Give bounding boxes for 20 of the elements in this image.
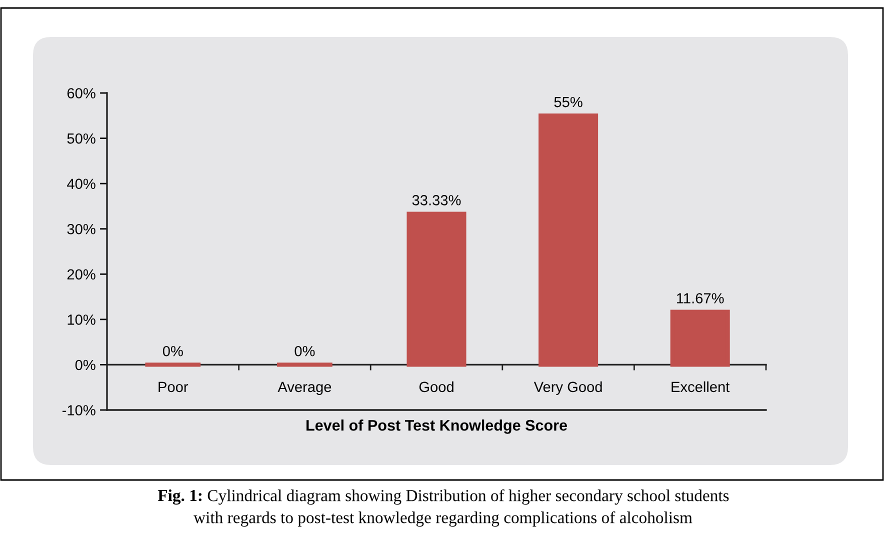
x-tick-label: Very Good	[534, 381, 602, 395]
caption: Fig. 1: Cylindrical diagram showing Distribution of higher secondary school students with regards to post-test knowledge regarding complications of alcoholism	[158, 489, 729, 527]
y-tick-label: 0%	[75, 360, 96, 370]
data-label: 11.67%	[677, 293, 724, 304]
data-label: 55%	[554, 96, 582, 108]
data-label: 0%	[162, 346, 183, 356]
data-label: 0%	[294, 346, 315, 356]
y-tick-label: 30%	[67, 224, 96, 234]
y-tick-label: 10%	[68, 314, 96, 325]
x-axis-title: Level of Post Test Knowledge Score	[306, 420, 568, 434]
y-tick-label: 60%	[67, 88, 96, 98]
y-tick-label: 40%	[67, 178, 96, 189]
data-label: 33.33%	[412, 195, 461, 206]
y-tick-label: 20%	[67, 269, 96, 280]
x-tick-label: Excellent	[672, 381, 730, 392]
y-tick-label: -10%	[62, 405, 96, 416]
y-tick-label: 50%	[67, 133, 96, 144]
x-tick-label: Average	[278, 382, 332, 395]
x-tick-label: Good	[419, 381, 454, 392]
x-tick-label: Poor	[158, 382, 188, 392]
